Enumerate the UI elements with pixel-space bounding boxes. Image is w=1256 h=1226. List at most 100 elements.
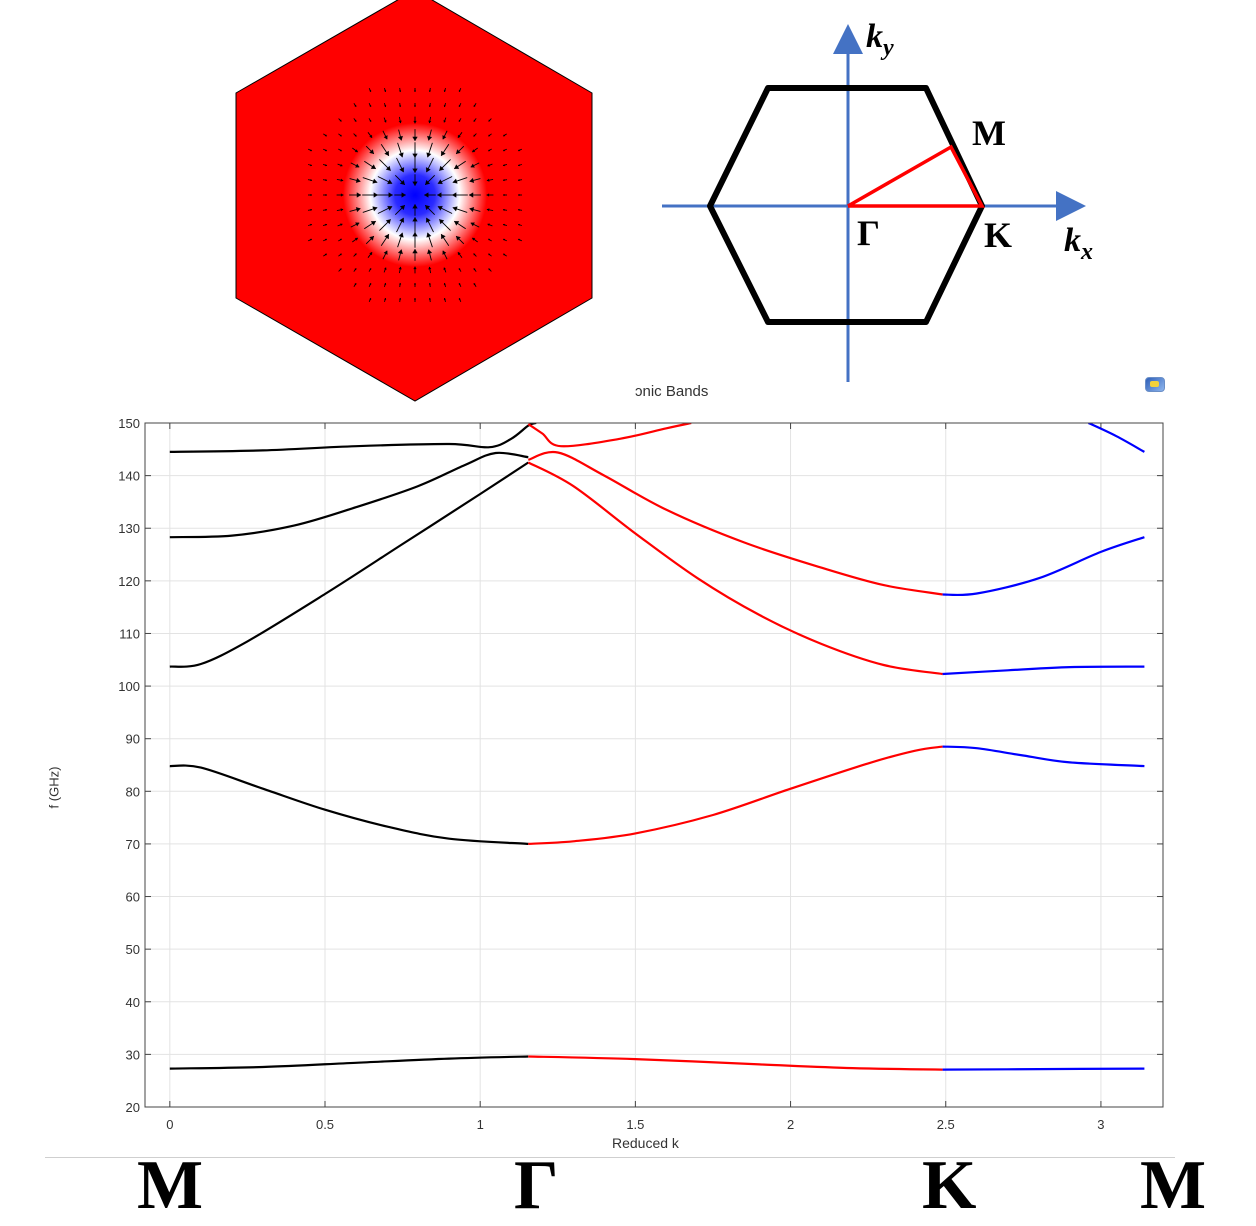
field-arrow-head [412,204,418,209]
field-arrow-head [384,90,387,93]
field-arrow-head [339,134,342,137]
field-arrow-head [451,192,457,198]
field-arrow-head [452,178,458,184]
field-arrow-head [472,149,476,153]
field-arrow-head [437,192,442,198]
field-arrow-head [399,90,402,93]
field-arrow-head [369,149,375,155]
field-arrow-head [383,250,388,255]
field-arrow-head [443,90,446,93]
field-arrow-head [437,205,443,211]
field-arrow-head [369,297,372,301]
field-arrow-head [455,149,461,155]
field-arrow-head [387,179,393,185]
field-arrow-head [517,223,520,226]
field-arrow-head [424,192,429,198]
field-arrow-head [385,165,391,171]
field-arrow-head [441,150,446,156]
field-arrow-head [517,164,520,167]
field-arrow-head [384,120,387,123]
field-arrow-head [443,282,446,285]
chart-panel: ɔnic Bands [45,370,1175,1160]
field-arrow-head [387,205,393,211]
field-arrow-head [354,253,357,256]
bottom-divider [45,1157,1175,1158]
field-arrow-head [310,208,313,211]
field-arrow-head [488,238,491,241]
field-arrow-head [370,164,376,169]
field-arrow-head [324,238,328,241]
field-arrow-head [425,167,431,173]
field-arrow-head [413,282,417,285]
window-icon[interactable] [1145,377,1165,392]
field-arrow-head [372,178,378,184]
field-arrow-head [340,178,344,182]
y-axis-label-wrap: f (GHz) [46,767,69,809]
field-arrow-head [486,178,490,182]
field-arrow-head [502,223,505,226]
field-arrow-head [384,267,387,270]
field-arrow-head [472,237,476,241]
field-arrow-head [399,217,405,223]
brillouin-zone-diagram [662,24,1086,382]
field-arrow-head [355,177,361,183]
field-arrow-head [339,268,342,271]
field-arrow-head [399,205,405,211]
field-arrow-head [369,235,375,241]
field-arrow-head [324,134,327,137]
field-arrow-head [425,179,431,185]
unit-cell-field-plot [235,0,593,402]
field-arrow-head [486,193,490,197]
irreducible-path [847,144,985,208]
field-arrow-head [443,267,446,270]
field-arrow-head [439,219,445,225]
field-arrow-head [354,237,358,241]
field-arrow-head [388,192,393,198]
field-arrow-head [458,119,461,122]
chart-title: ɔnic Bands [635,383,709,400]
field-arrow-head [354,134,357,137]
field-arrow-head [439,165,445,171]
field-arrow-head [339,119,342,122]
field-arrow-head [457,252,461,256]
bz-label-gamma: Γ [857,213,880,253]
field-arrow-head [488,253,491,256]
bz-label-m: M [972,113,1006,153]
field-arrow-head [502,208,505,211]
field-arrow-head [503,253,506,256]
field-arrow-head [398,266,402,270]
field-arrow-head [399,297,402,300]
bz-label-k: K [984,215,1013,255]
field-arrow-head [517,179,520,182]
y-axis-label: f (GHz) [46,766,62,809]
field-arrow-head [473,268,476,271]
field-arrow-head [470,222,475,227]
field-arrow-head [399,167,405,173]
field-arrows [307,87,523,303]
field-arrow-head [354,268,357,271]
field-arrow-head [397,249,403,255]
field-arrow-head [458,89,461,93]
field-arrow-head [324,253,327,256]
field-arrow-head [488,268,491,271]
hexagon-cell [235,0,593,402]
field-arrow-head [458,268,461,271]
field-arrow-head [398,232,404,238]
field-arrow-head [502,179,505,182]
field-arrow-head [412,231,418,237]
bottom-label-gamma: Γ [514,1147,559,1224]
field-arrow-head [412,181,418,186]
field-arrow-head [442,250,447,255]
field-arrow-head [369,268,372,271]
field-arrow-head [517,238,521,241]
field-arrow-head [383,135,388,140]
field-arrow-head [469,207,475,213]
field-arrow-head [470,163,475,168]
field-arrow-head [369,104,372,108]
field-arrow-head [384,297,387,300]
field-arrow-head [454,221,460,226]
field-arrow-head [413,90,417,93]
field-arrow-head [369,119,372,122]
ky-label: ky [866,18,894,61]
field-arrow-head [340,193,344,197]
